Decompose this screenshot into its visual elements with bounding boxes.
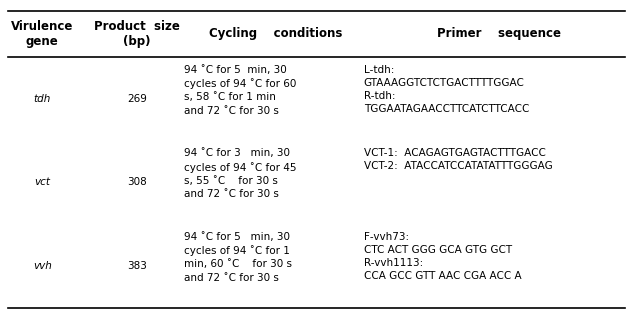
Text: tdh: tdh [34,94,51,104]
Text: 308: 308 [127,177,147,187]
Text: vct: vct [34,177,51,187]
Text: 94 ˚C for 5   min, 30
cycles of 94 ˚C for 1
min, 60 ˚C    for 30 s
and 72 ˚C for: 94 ˚C for 5 min, 30 cycles of 94 ˚C for … [184,232,292,283]
Text: 269: 269 [127,94,147,104]
Text: F-vvh73:
CTC ACT GGG GCA GTG GCT
R-vvh1113:
CCA GCC GTT AAC CGA ACC A: F-vvh73: CTC ACT GGG GCA GTG GCT R-vvh11… [364,232,522,281]
Text: 94 ˚C for 5  min, 30
cycles of 94 ˚C for 60
s, 58 ˚C for 1 min
and 72 ˚C for 30 : 94 ˚C for 5 min, 30 cycles of 94 ˚C for … [184,65,296,116]
Text: 383: 383 [127,261,147,271]
Text: Cycling    conditions: Cycling conditions [209,27,342,40]
Text: Product  size
(bp): Product size (bp) [94,20,180,48]
Text: Virulence
gene: Virulence gene [11,20,73,48]
Text: L-tdh:
GTAAAGGTCTCTGACTTTTGGAC
R-tdh:
TGGAATAGAACCTTCATCTTCACC: L-tdh: GTAAAGGTCTCTGACTTTTGGAC R-tdh: TG… [364,65,529,115]
Text: vvh: vvh [33,261,52,271]
Text: 94 ˚C for 3   min, 30
cycles of 94 ˚C for 45
s, 55 ˚C    for 30 s
and 72 ˚C for : 94 ˚C for 3 min, 30 cycles of 94 ˚C for … [184,148,297,199]
Text: VCT-1:  ACAGAGTGAGTACTTTGACC
VCT-2:  ATACCATCCATATATTTGGGAG: VCT-1: ACAGAGTGAGTACTTTGACC VCT-2: ATACC… [364,148,553,172]
Text: Primer    sequence: Primer sequence [437,27,561,40]
